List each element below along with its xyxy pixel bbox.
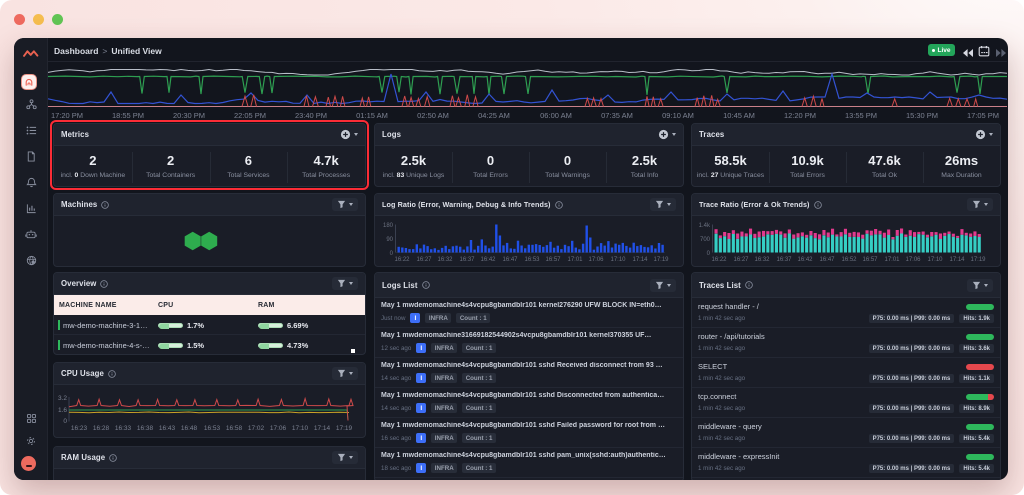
svg-text:16:37: 16:37	[459, 257, 475, 263]
svg-text:04:25 AM: 04:25 AM	[478, 111, 510, 120]
svg-text:16:37: 16:37	[776, 257, 792, 263]
svg-text:16:27: 16:27	[416, 257, 432, 263]
svg-text:20:30 PM: 20:30 PM	[173, 111, 205, 120]
svg-text:17:10: 17:10	[610, 257, 626, 263]
svg-text:16:47: 16:47	[819, 257, 835, 263]
svg-text:1.6: 1.6	[58, 407, 67, 414]
svg-text:16:27: 16:27	[733, 257, 749, 263]
svg-text:15:30 PM: 15:30 PM	[906, 111, 938, 120]
svg-text:0: 0	[390, 251, 394, 257]
svg-text:17:20 PM: 17:20 PM	[51, 111, 83, 120]
svg-text:16:43: 16:43	[159, 425, 176, 432]
svg-text:180: 180	[383, 223, 394, 229]
svg-text:17:14: 17:14	[949, 257, 965, 263]
svg-text:01:15 AM: 01:15 AM	[356, 111, 388, 120]
svg-text:16:22: 16:22	[394, 257, 410, 263]
svg-text:16:53: 16:53	[204, 425, 221, 432]
svg-text:0: 0	[707, 251, 711, 257]
svg-text:16:38: 16:38	[137, 425, 154, 432]
svg-text:16:32: 16:32	[754, 257, 770, 263]
svg-text:16:23: 16:23	[71, 425, 88, 432]
svg-text:700: 700	[700, 237, 711, 243]
svg-text:16:32: 16:32	[437, 257, 453, 263]
svg-text:17:02: 17:02	[248, 425, 265, 432]
svg-text:16:22: 16:22	[711, 257, 727, 263]
svg-text:17:10: 17:10	[292, 425, 309, 432]
svg-text:17:19: 17:19	[970, 257, 986, 263]
svg-text:17:14: 17:14	[314, 425, 331, 432]
svg-text:16:28: 16:28	[93, 425, 110, 432]
svg-text:17:06: 17:06	[270, 425, 287, 432]
svg-text:17:14: 17:14	[632, 257, 648, 263]
svg-text:17:10: 17:10	[927, 257, 943, 263]
svg-text:3.2: 3.2	[58, 395, 67, 402]
svg-text:16:52: 16:52	[841, 257, 857, 263]
svg-text:16:42: 16:42	[480, 257, 496, 263]
svg-text:0: 0	[63, 418, 67, 425]
svg-text:18:55 PM: 18:55 PM	[112, 111, 144, 120]
svg-text:17:06: 17:06	[905, 257, 921, 263]
svg-text:17:19: 17:19	[336, 425, 353, 432]
svg-text:16:58: 16:58	[226, 425, 243, 432]
svg-text:23:40 PM: 23:40 PM	[295, 111, 327, 120]
svg-text:09:10 AM: 09:10 AM	[662, 111, 694, 120]
svg-text:17:05 PM: 17:05 PM	[967, 111, 999, 120]
svg-text:13:55 PM: 13:55 PM	[845, 111, 877, 120]
svg-text:17:06: 17:06	[588, 257, 604, 263]
svg-text:07:35 AM: 07:35 AM	[601, 111, 633, 120]
svg-text:16:47: 16:47	[502, 257, 518, 263]
svg-text:22:05 PM: 22:05 PM	[234, 111, 266, 120]
svg-text:02:50 AM: 02:50 AM	[417, 111, 449, 120]
svg-text:90: 90	[386, 237, 393, 243]
svg-text:16:57: 16:57	[545, 257, 561, 263]
svg-text:12:20 PM: 12:20 PM	[784, 111, 816, 120]
svg-text:16:42: 16:42	[797, 257, 813, 263]
svg-text:17:19: 17:19	[653, 257, 669, 263]
svg-text:16:33: 16:33	[115, 425, 132, 432]
svg-text:17:01: 17:01	[884, 257, 900, 263]
svg-text:1.4k: 1.4k	[699, 223, 711, 229]
svg-text:06:00 AM: 06:00 AM	[540, 111, 572, 120]
svg-text:16:53: 16:53	[524, 257, 540, 263]
svg-text:16:48: 16:48	[181, 425, 198, 432]
svg-text:16:57: 16:57	[862, 257, 878, 263]
svg-text:17:01: 17:01	[567, 257, 583, 263]
svg-text:10:45 AM: 10:45 AM	[723, 111, 755, 120]
